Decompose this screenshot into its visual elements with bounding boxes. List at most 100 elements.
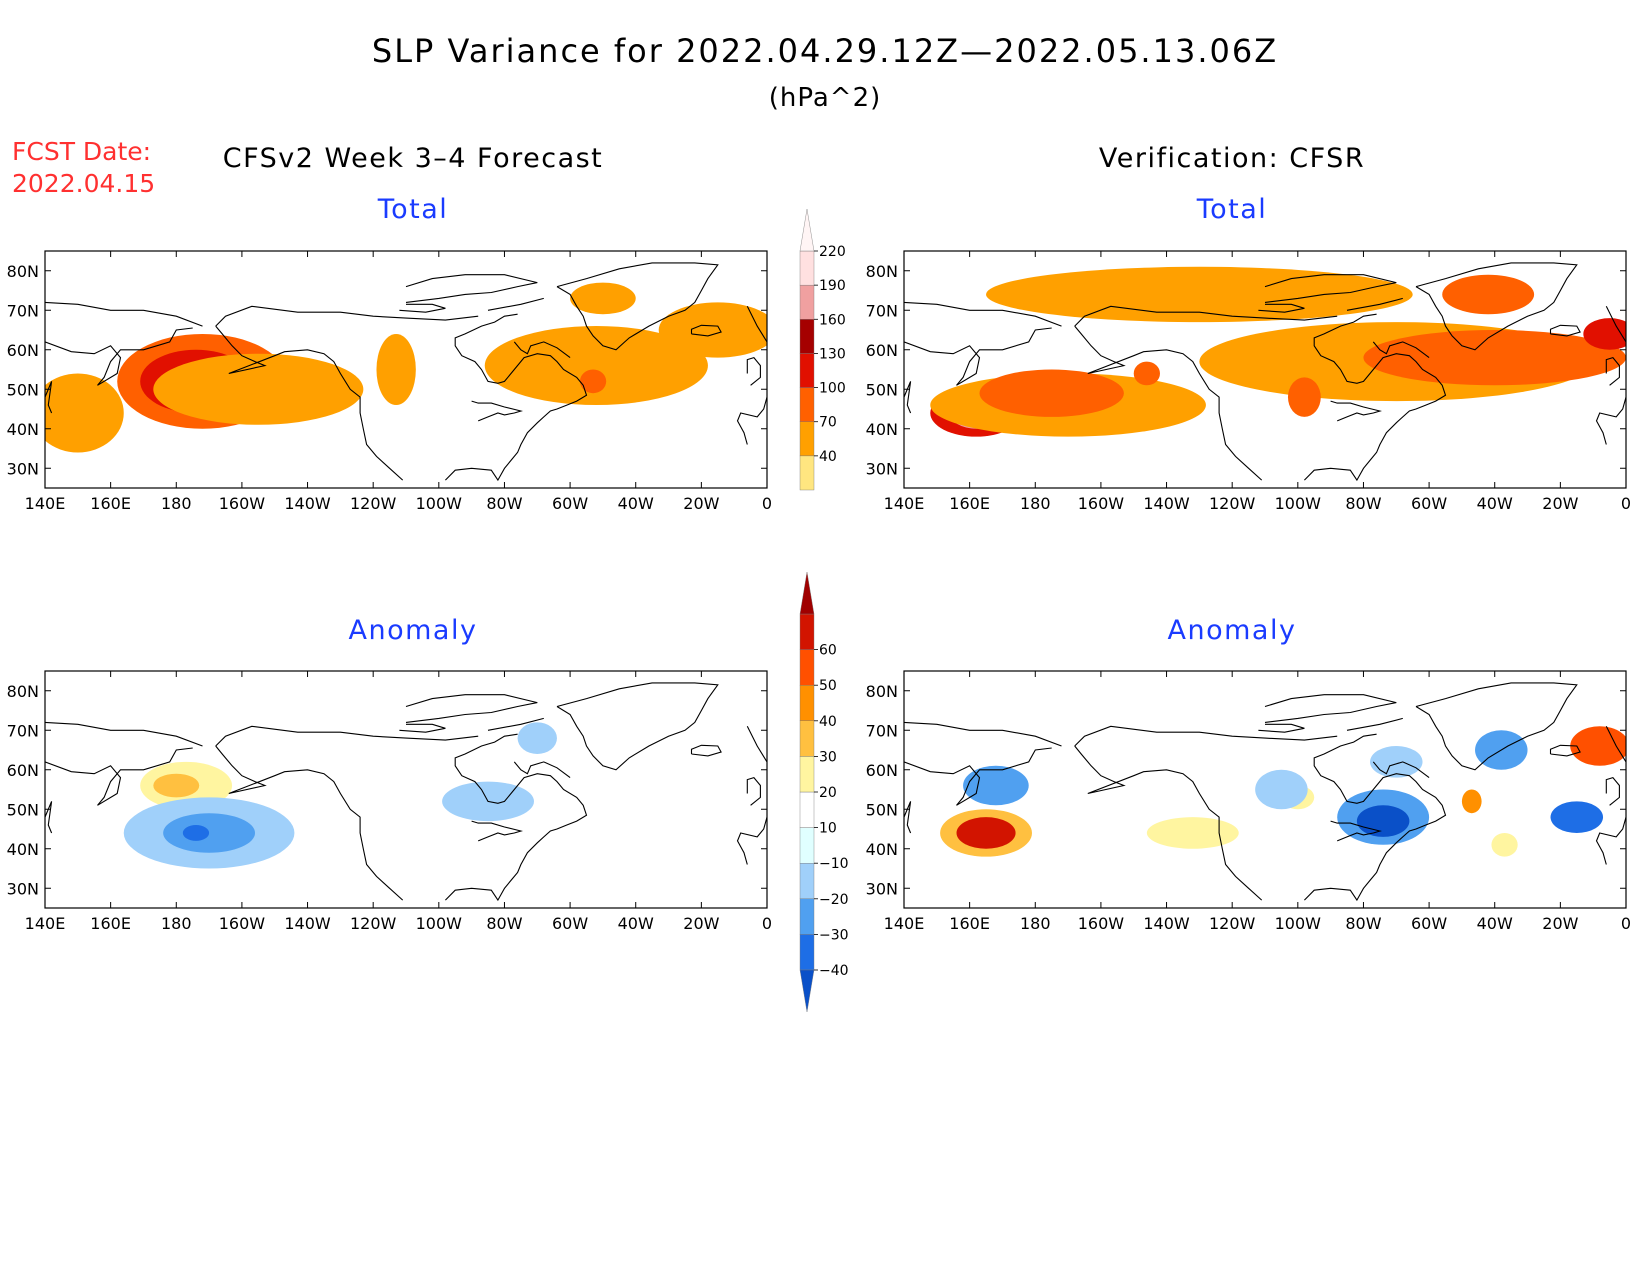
coastline — [556, 262, 719, 351]
coastline — [1372, 341, 1430, 359]
contour-fill-region — [1287, 377, 1321, 417]
lat-tick-label: 60N — [7, 761, 39, 780]
coastline — [1304, 313, 1447, 482]
lat-tick-label: 80N — [866, 682, 898, 701]
lon-tick-label: 160E — [949, 914, 990, 933]
coastline — [1595, 396, 1626, 445]
coastline — [1304, 733, 1447, 902]
lon-tick-label: 140W — [284, 494, 331, 513]
lon-tick-label: 140W — [1143, 494, 1190, 513]
colorbar-swatch — [799, 827, 815, 864]
coastline — [405, 274, 538, 303]
coastline — [1346, 717, 1403, 731]
shaded-field — [45, 282, 767, 453]
lon-tick-label: 20W — [1542, 914, 1578, 933]
map-frame — [903, 250, 1627, 489]
coastline — [215, 305, 479, 327]
lon-tick-label: 160W — [1078, 494, 1125, 513]
coastline — [1258, 723, 1305, 733]
colorbar-swatch — [799, 571, 815, 615]
lon-tick-label: 120W — [1209, 914, 1256, 933]
lon-tick-label: 140E — [25, 494, 66, 513]
colorbar-label: 100 — [819, 381, 846, 397]
contour-fill-region — [153, 773, 200, 798]
coastline — [1605, 306, 1626, 343]
colorbar-swatch — [799, 685, 815, 722]
lon-tick-label: 60W — [552, 494, 588, 513]
lat-tick-label: 60N — [866, 761, 898, 780]
fcst-anomaly-label: Anomaly — [349, 615, 478, 646]
coastlines — [45, 682, 767, 902]
contour-fill-region — [986, 266, 1413, 323]
coastline — [1074, 725, 1338, 747]
lon-tick-label: 80W — [1345, 914, 1381, 933]
colorbar-label: 70 — [819, 415, 837, 431]
contour-fill-region — [963, 765, 1029, 806]
contour-fill-region — [376, 333, 416, 406]
coastline — [746, 776, 761, 806]
lon-tick-label: 120W — [350, 494, 397, 513]
coastline — [904, 747, 1052, 806]
coastline — [513, 761, 571, 779]
lon-tick-label: 80W — [1345, 494, 1381, 513]
contour-fill-region — [658, 302, 767, 358]
contour-fill-region — [182, 825, 210, 841]
right-column-title: Verification: CFSR — [1099, 143, 1365, 174]
map-panels: 140E 160E 180 160W 140W 120W 100W 80W 60W 40W 20W 0… — [7, 250, 1631, 933]
coastline — [1330, 820, 1382, 842]
coastline — [1549, 324, 1581, 337]
colorbar-label: 190 — [819, 278, 846, 294]
colorbar-label: −10 — [819, 856, 849, 872]
colorbar-label: −30 — [819, 927, 849, 943]
map-frame — [903, 670, 1627, 909]
coastline — [1074, 325, 1263, 481]
coastline — [45, 721, 203, 747]
coastline — [399, 723, 446, 733]
colorbar-label: 40 — [819, 449, 837, 465]
colorbar-swatch — [799, 208, 815, 252]
lon-tick-label: 60W — [1411, 494, 1447, 513]
lon-tick-label: 160E — [949, 494, 990, 513]
lon-tick-label: 0 — [762, 494, 772, 513]
coastline — [1330, 400, 1382, 422]
colorbar-swatch — [799, 791, 815, 828]
coastline — [690, 324, 722, 337]
coastline — [445, 733, 588, 902]
lon-tick-label: 100W — [416, 914, 463, 933]
lat-tick-label: 80N — [7, 682, 39, 701]
contour-fill-region — [1370, 746, 1423, 778]
coastline — [746, 726, 767, 763]
coastline — [690, 744, 722, 757]
contour-fill-region — [1461, 789, 1482, 814]
coastline — [215, 325, 404, 481]
lon-tick-label: 160W — [219, 494, 266, 513]
coastline — [215, 725, 479, 747]
fcst-date-label: FCST Date: — [12, 137, 151, 166]
contour-fill-region — [1363, 330, 1626, 386]
lon-tick-label: 180 — [161, 494, 192, 513]
lon-tick-label: 140E — [25, 914, 66, 933]
lat-tick-label: 30N — [7, 879, 39, 898]
coastline — [1264, 694, 1397, 723]
coastline — [1549, 744, 1581, 757]
contour-fill-region — [1570, 726, 1626, 766]
lat-tick-label: 40N — [866, 840, 898, 859]
coastlines — [904, 682, 1626, 902]
colorbar-swatch — [799, 250, 815, 286]
contour-fill-region — [1583, 318, 1626, 350]
colorbar-swatch — [799, 898, 815, 935]
contour-fill-region — [570, 282, 636, 315]
lat-tick-label: 70N — [866, 721, 898, 740]
colorbar-swatch — [799, 934, 815, 971]
lon-tick-label: 100W — [416, 494, 463, 513]
contour-fill-region — [153, 353, 364, 425]
lon-tick-label: 100W — [1275, 914, 1322, 933]
colorbar-swatch — [799, 863, 815, 900]
lat-tick-label: 40N — [7, 420, 39, 439]
contour-fill-region — [1146, 817, 1239, 849]
lon-tick-label: 160W — [1078, 914, 1125, 933]
lat-tick-label: 30N — [7, 459, 39, 478]
contour-fill-region — [1255, 769, 1308, 810]
coastline — [1595, 816, 1626, 865]
